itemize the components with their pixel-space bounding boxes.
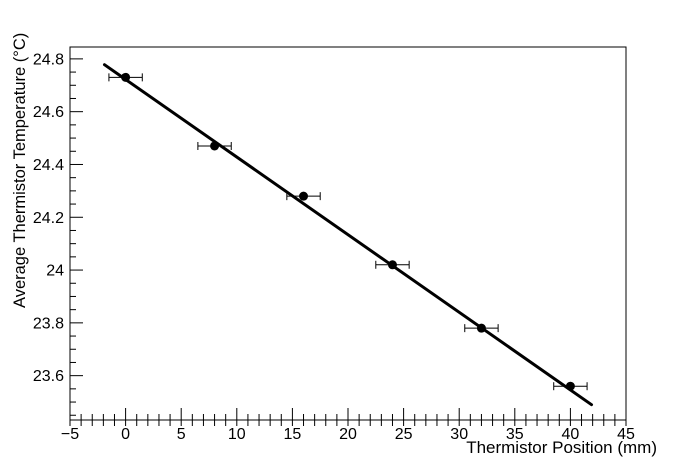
y-axis-title: Average Thermistor Temperature (°C) <box>11 33 29 308</box>
y-tick-label: 24.6 <box>33 104 64 121</box>
x-tick-label: 45 <box>617 426 635 443</box>
x-tick-label: 35 <box>506 426 524 443</box>
x-axis-title: Thermistor Position (mm) <box>466 438 657 457</box>
x-tick-label: 15 <box>284 426 302 443</box>
y-tick-label: 23.6 <box>33 368 64 385</box>
data-point-marker <box>476 323 486 333</box>
x-tick-label: 5 <box>177 426 186 443</box>
x-tick-label: 25 <box>395 426 413 443</box>
x-tick-label: −5 <box>61 426 79 443</box>
fit-line <box>102 63 594 407</box>
data-point-marker <box>210 141 220 151</box>
y-tick-label: 24.8 <box>33 51 64 68</box>
data-point-marker <box>565 381 575 391</box>
x-tick-label: 30 <box>450 426 468 443</box>
x-tick-label: 40 <box>562 426 580 443</box>
chart-generated-content: −5 0 5 10 15 20 25 30 35 40 45 23.6 23.8 24 24.2 24.4 24… <box>33 46 635 443</box>
y-tick-label: 24 <box>46 263 64 280</box>
y-tick-label: 24.2 <box>33 210 64 227</box>
y-tick-label: 23.8 <box>33 315 64 332</box>
data-point-marker <box>299 191 309 201</box>
x-tick-label: 10 <box>228 426 246 443</box>
data-point-marker <box>121 72 131 82</box>
x-tick-label: 0 <box>121 426 130 443</box>
x-tick-label: 20 <box>339 426 357 443</box>
y-tick-label: 24.4 <box>33 157 64 174</box>
data-point-marker <box>387 260 397 270</box>
